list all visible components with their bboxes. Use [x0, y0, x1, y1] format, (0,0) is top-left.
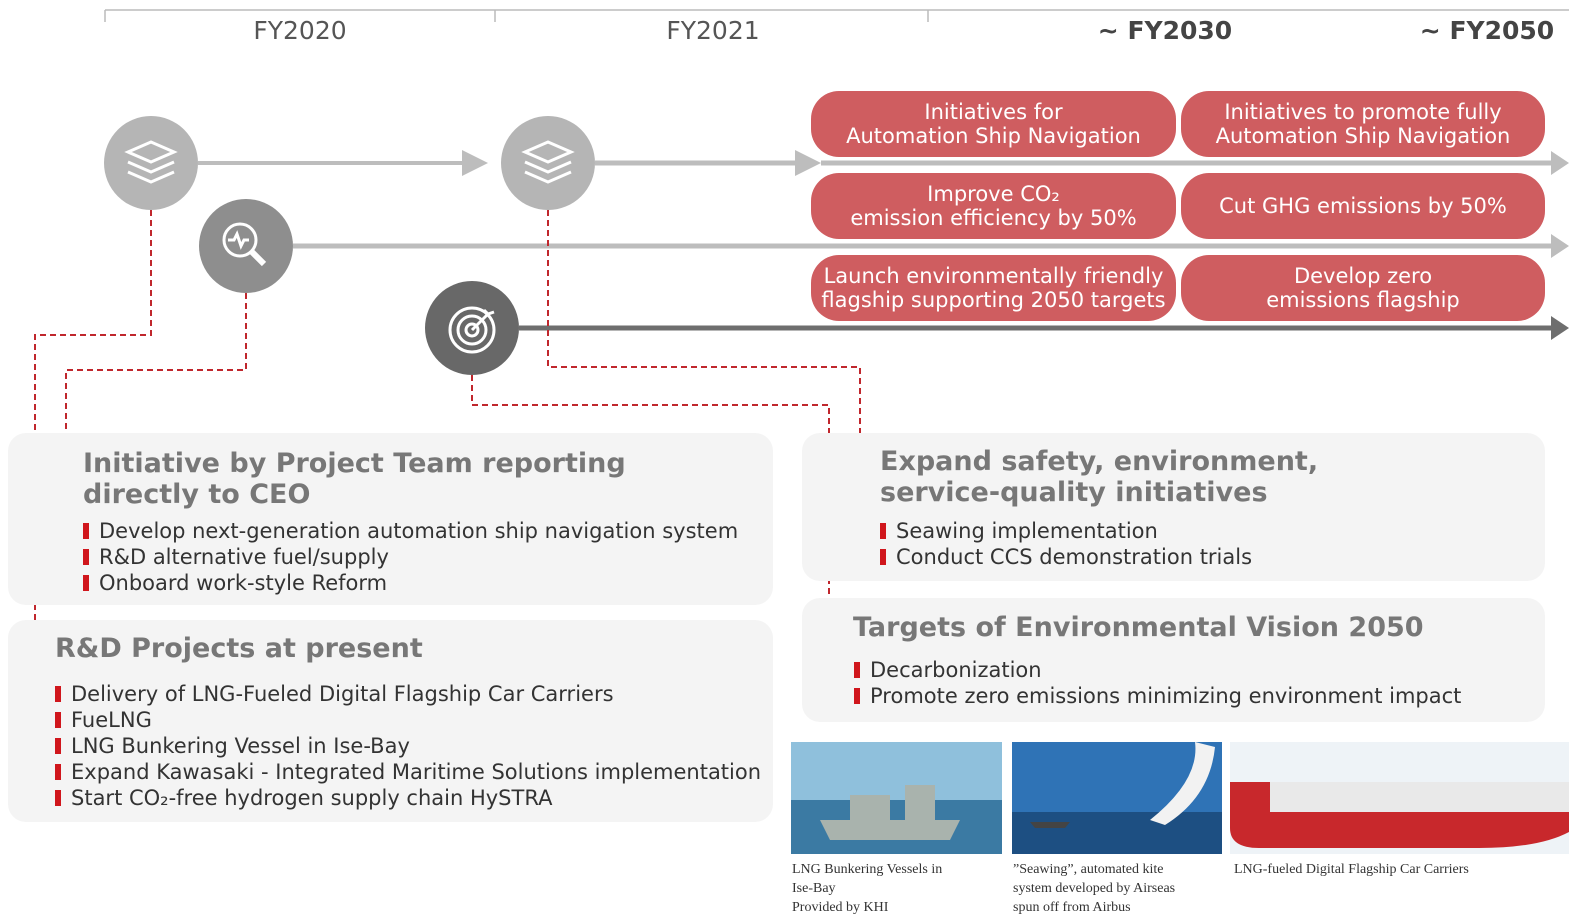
timeline-label: FY2021: [666, 16, 760, 45]
photo-caption: system developed by Airseas: [1013, 881, 1176, 896]
panel-item: Promote zero emissions minimizing enviro…: [854, 683, 1461, 709]
goal-pill: Cut GHG emissions by 50%: [1181, 173, 1545, 239]
panel-item: Expand Kawasaki - Integrated Maritime So…: [55, 759, 761, 785]
timeline-axis: [104, 9, 1569, 22]
goal-text: Automation Ship Navigation: [846, 124, 1141, 148]
photo-caption: LNG-fueled Digital Flagship Car Carriers: [1234, 862, 1469, 877]
goal-pill: Initiatives for Automation Ship Navigatio…: [811, 91, 1176, 157]
timeline-label: FY2020: [253, 16, 347, 45]
goal-pill: Launch environmentally friendly flagship …: [811, 255, 1176, 321]
goal-text: Initiatives to promote fully: [1224, 100, 1502, 124]
goal-text: Initiatives for: [924, 100, 1063, 124]
goal-text: flagship supporting 2050 targets: [821, 288, 1166, 312]
goal-text: Launch environmentally friendly: [823, 264, 1164, 288]
panel-title: Expand safety, environment,: [880, 446, 1319, 477]
goal-text: Improve CO₂: [927, 182, 1060, 206]
goal-pill: Initiatives to promote fully Automation S…: [1181, 91, 1545, 157]
timeline-label: ~ FY2050: [1419, 16, 1555, 45]
goal-pill: Improve CO₂ emission efficiency by 50%: [811, 173, 1176, 239]
panel-item: Seawing implementation: [880, 518, 1158, 544]
panel-item: Decarbonization: [854, 657, 1042, 683]
photos: [791, 742, 1569, 854]
panel-item: Conduct CCS demonstration trials: [880, 544, 1252, 570]
panel-item: R&D alternative fuel/supply: [83, 544, 389, 570]
goal-text: Develop zero: [1293, 264, 1433, 288]
panel-item: Start CO₂-free hydrogen supply chain HyS…: [55, 785, 552, 811]
photo-caption: ”Seawing”, automated kite: [1013, 862, 1164, 877]
panel-item: Onboard work-style Reform: [83, 570, 387, 596]
goal-text: emission efficiency by 50%: [850, 206, 1137, 230]
photo-caption: spun off from Airbus: [1013, 900, 1131, 915]
arrows: [198, 150, 1569, 340]
goal-pill: Develop zero emissions flagship: [1181, 255, 1545, 321]
photo-caption: Ise-Bay: [792, 881, 836, 896]
panel-title: directly to CEO: [83, 479, 311, 510]
goal-text: emissions flagship: [1266, 288, 1460, 312]
photo-caption: Provided by KHI: [792, 900, 889, 915]
panel-title: R&D Projects at present: [55, 633, 423, 664]
goal-text: Automation Ship Navigation: [1215, 124, 1511, 148]
icons: [104, 116, 595, 375]
photo-caption: LNG Bunkering Vessels in: [792, 862, 943, 877]
panel-item: LNG Bunkering Vessel in Ise-Bay: [55, 733, 410, 759]
panel-title: Targets of Environmental Vision 2050: [853, 612, 1424, 643]
panel-title: Initiative by Project Team reporting: [83, 448, 626, 479]
panel-item: FueLNG: [55, 707, 152, 733]
panel-item: Delivery of LNG-Fueled Digital Flagship …: [55, 681, 614, 707]
connectors: [34, 210, 861, 648]
panel-item: Develop next-generation automation ship …: [83, 518, 738, 544]
panel-title: service-quality initiatives: [880, 477, 1268, 508]
timeline-label: ~ FY2030: [1097, 16, 1233, 45]
goal-text: Cut GHG emissions by 50%: [1219, 194, 1507, 218]
